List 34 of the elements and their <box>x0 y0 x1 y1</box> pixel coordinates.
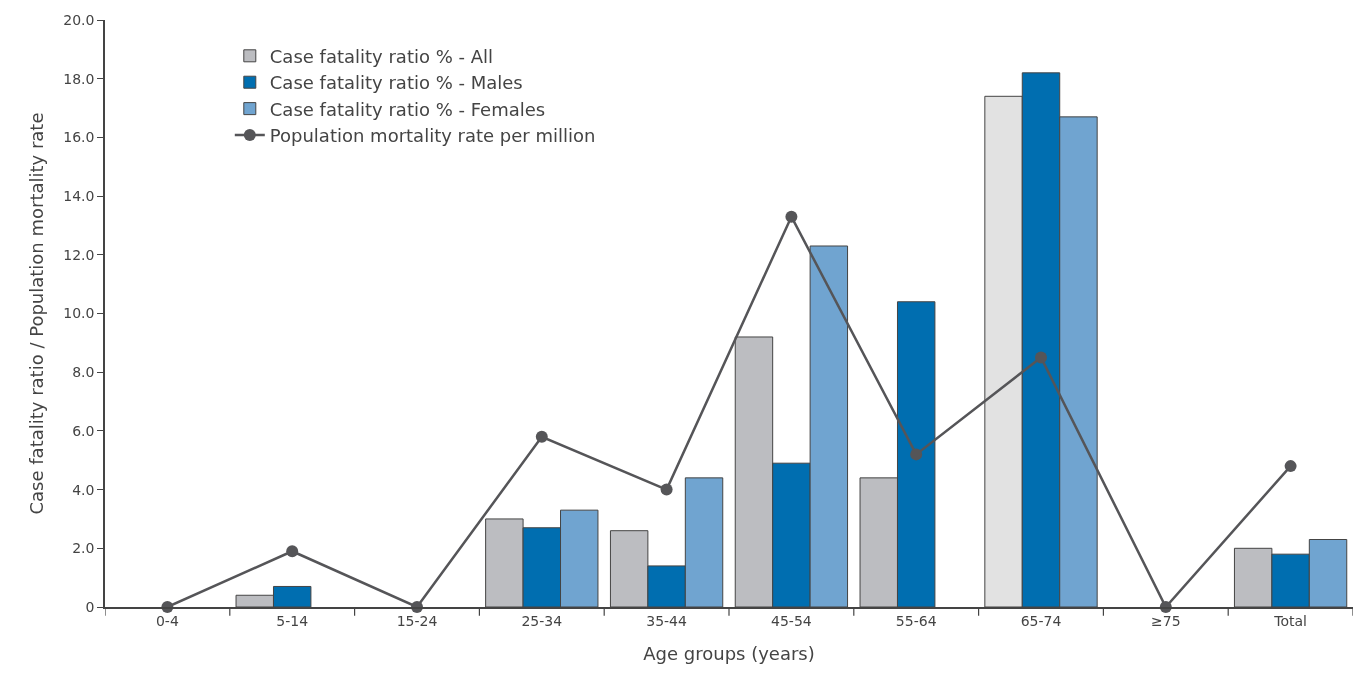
point <box>910 448 923 461</box>
point <box>1284 460 1297 473</box>
y-tick-label: 14.0 <box>63 188 95 204</box>
legend-label: Population mortality rate per million <box>269 125 596 147</box>
x-tick-label: 55-64 <box>895 612 937 629</box>
point <box>535 430 548 443</box>
point <box>286 545 299 558</box>
y-tick-label: 10.0 <box>63 305 95 322</box>
x-tick-label: Total <box>1273 612 1307 629</box>
y-tick-label: 20.0 <box>63 11 95 28</box>
y-tick-label: 6.0 <box>72 422 95 439</box>
x-tick-label: 35-44 <box>646 612 688 629</box>
y-tick-label: 12.0 <box>63 246 95 263</box>
legend-label: Case fatality ratio % - Males <box>269 72 523 94</box>
legend-label: Case fatality ratio % - Females <box>269 98 546 120</box>
x-tick-label: 25-34 <box>521 612 563 629</box>
y-tick-label: 4.0 <box>72 481 95 498</box>
y-tick-label: 2.0 <box>72 540 95 557</box>
y-tick-label: 18.0 <box>63 70 95 87</box>
point <box>660 483 673 496</box>
x-tick-label: ≥75 <box>1151 612 1181 629</box>
legend-label: Case fatality ratio % - All <box>269 45 494 67</box>
y-tick-label: 16.0 <box>63 129 95 146</box>
x-tick-label: 5-14 <box>276 612 309 629</box>
x-tick-label: 15-24 <box>396 612 438 629</box>
x-tick-label: 0-4 <box>155 612 179 629</box>
x-tick-label: 65-74 <box>1020 612 1062 629</box>
x-axis-title: Age groups (years) <box>643 643 815 665</box>
y-axis-title: Case fatality ratio / Population mortality rate <box>25 112 47 515</box>
point <box>1035 351 1047 364</box>
x-tick-label: 45-54 <box>771 612 812 629</box>
point <box>785 210 798 223</box>
y-tick-label: 0 <box>85 598 95 615</box>
y-tick-label: 8.0 <box>72 364 95 381</box>
